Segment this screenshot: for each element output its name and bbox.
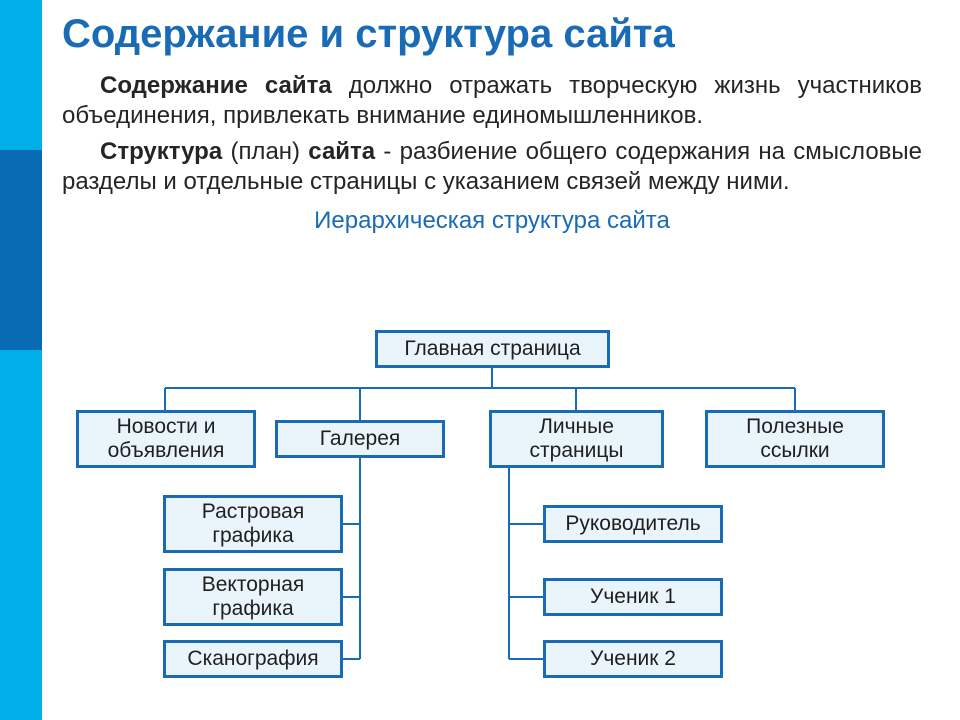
node-scan: Сканография	[163, 640, 343, 678]
node-links: Полезные ссылки	[705, 410, 885, 468]
page-title: Содержание и структура сайта	[62, 12, 942, 57]
paragraph-1-bold: Содержание сайта	[100, 72, 332, 99]
paragraph-2-bold-2: сайта	[308, 138, 375, 165]
node-vector: Векторная графика	[163, 568, 343, 626]
paragraph-1: Содержание сайта должно отражать творчес…	[62, 71, 922, 131]
paragraph-2-mid: (план)	[222, 138, 308, 165]
paragraph-2: Структура (план) сайта - разбиение общег…	[62, 137, 922, 197]
paragraph-2-bold-1: Структура	[100, 138, 222, 165]
node-personal: Личные страницы	[489, 410, 664, 468]
node-stud2: Ученик 2	[543, 640, 723, 678]
node-news: Новости и объявления	[76, 410, 256, 468]
accent-band	[0, 0, 42, 720]
content-area: Содержание и структура сайта Содержание …	[62, 0, 942, 241]
hierarchy-diagram: Главная страница Новости и объявления Гале…	[62, 330, 942, 710]
accent-band-dark	[0, 150, 42, 350]
node-lead: Руководитель	[543, 505, 723, 543]
node-stud1: Ученик 1	[543, 578, 723, 616]
diagram-subtitle: Иерархическая структура сайта	[62, 207, 922, 235]
node-gallery: Галерея	[275, 420, 445, 458]
node-raster: Растровая графика	[163, 495, 343, 553]
node-root: Главная страница	[375, 330, 610, 368]
